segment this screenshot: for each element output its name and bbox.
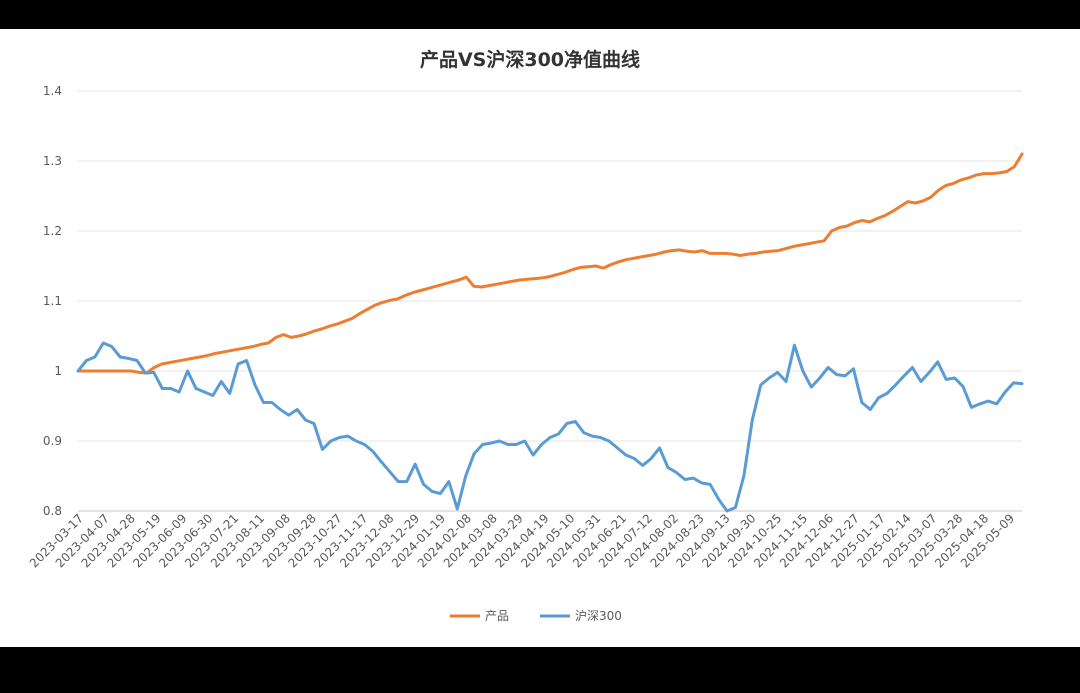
y-tick-label: 1 — [54, 364, 62, 378]
legend-label: 沪深300 — [575, 609, 622, 623]
y-tick-label: 1.1 — [43, 294, 62, 308]
y-tick-label: 1.3 — [43, 154, 62, 168]
y-tick-label: 1.4 — [43, 84, 62, 98]
chart-title: 产品VS沪深300净值曲线 — [420, 48, 640, 71]
x-axis-ticks: 2023-03-172023-04-072023-04-282023-05-19… — [27, 511, 1017, 570]
series-line-1 — [76, 341, 1024, 513]
y-tick-label: 0.8 — [43, 504, 62, 518]
y-tick-label: 1.2 — [43, 224, 62, 238]
gridlines — [78, 90, 1022, 442]
chart-area: 产品VS沪深300净值曲线 0.8 0.9 1 1.1 1.2 1.3 1.4 2023-0… — [0, 29, 1080, 647]
series-line-0 — [76, 152, 1024, 375]
legend-label: 产品 — [485, 609, 509, 623]
y-tick-label: 0.9 — [43, 434, 62, 448]
line-chart: 产品VS沪深300净值曲线 0.8 0.9 1 1.1 1.2 1.3 1.4 2023-0… — [27, 48, 1024, 623]
legend: 产品 沪深300 — [450, 609, 622, 623]
series-lines — [76, 152, 1024, 513]
y-axis-ticks: 0.8 0.9 1 1.1 1.2 1.3 1.4 — [43, 84, 62, 518]
